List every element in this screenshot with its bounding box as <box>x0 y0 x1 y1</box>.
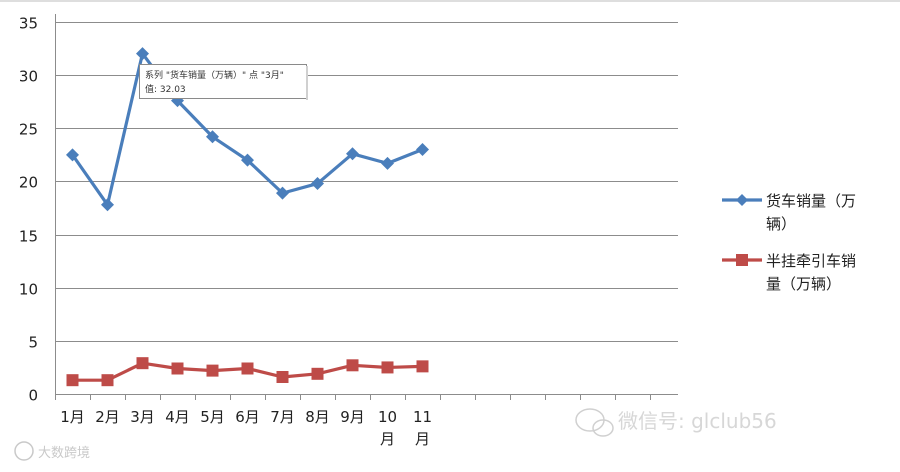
data-point <box>66 148 79 162</box>
x-tick-label: 7月 <box>270 408 295 426</box>
legend-label-line1: 货车销量（万 <box>766 192 856 210</box>
data-point <box>416 143 429 157</box>
y-tick-label: 25 <box>19 121 38 139</box>
data-point <box>346 359 359 372</box>
y-tick-label: 15 <box>19 228 38 246</box>
data-point <box>416 360 429 373</box>
legend-marker <box>736 194 748 206</box>
x-tick-labels: 1月 2月 3月 4月 5月 6月 7月 8月 9月 10 月 11 月 <box>60 408 432 448</box>
watermark-right: 微信号: glclub56 <box>618 409 777 433</box>
data-point <box>311 367 324 380</box>
series-truck-sales <box>66 47 429 212</box>
watermarks: 大数跨境 微信号: glclub56 <box>14 408 777 461</box>
x-tick-label: 2月 <box>95 408 120 426</box>
x-tick-label: 4月 <box>165 408 190 426</box>
x-tick-label: 8月 <box>305 408 330 426</box>
data-point <box>276 186 289 200</box>
legend-item: 货车销量（万辆） <box>722 192 856 233</box>
data-point <box>381 361 394 374</box>
y-tick-label: 20 <box>19 174 38 192</box>
data-point <box>206 364 219 377</box>
axes <box>55 14 678 400</box>
x-tick-label: 6月 <box>235 408 260 426</box>
data-point <box>171 362 184 375</box>
series-group <box>66 47 429 387</box>
data-point <box>66 374 79 387</box>
x-tick-label: 3月 <box>130 408 155 426</box>
legend-label-line2: 量（万辆） <box>766 275 841 293</box>
data-point <box>101 374 114 387</box>
data-point <box>311 177 324 191</box>
tooltip-shadow <box>306 66 308 100</box>
data-point <box>206 130 219 144</box>
data-point <box>136 357 149 370</box>
legend-marker <box>736 254 748 266</box>
tooltip-box <box>139 64 307 99</box>
data-point <box>101 198 114 212</box>
tooltip: 系列 "货车销量（万辆）" 点 "3月" 值: 32.03 <box>139 64 308 100</box>
watermark-left: 大数跨境 <box>38 446 90 461</box>
data-point <box>276 370 289 383</box>
x-tick-label: 9月 <box>340 408 365 426</box>
data-point <box>241 153 254 167</box>
y-tick-labels: 0 5 10 15 20 25 30 35 <box>19 15 38 405</box>
y-tick-label: 5 <box>28 334 38 352</box>
data-point <box>346 147 359 161</box>
y-tick-label: 10 <box>19 281 38 299</box>
wechat-icon-bubble <box>592 419 614 437</box>
legend-label-line1: 半挂牵引车销 <box>766 252 856 270</box>
data-point <box>136 47 149 61</box>
x-tick-label: 10 月 <box>378 408 397 448</box>
tooltip-value: 值: 32.03 <box>145 83 186 95</box>
y-tick-label: 0 <box>28 387 38 405</box>
x-tick-label: 1月 <box>60 408 85 426</box>
series-tractor-sales <box>66 357 429 387</box>
y-tick-label: 35 <box>19 15 38 33</box>
x-tick-label: 5月 <box>200 408 225 426</box>
x-tick-label: 11 月 <box>413 408 432 448</box>
legend-label-line2: 辆） <box>766 215 796 233</box>
y-tick-label: 30 <box>19 68 38 86</box>
data-point <box>381 156 394 170</box>
tooltip-title: 系列 "货车销量（万辆）" 点 "3月" <box>145 69 284 81</box>
watermark-logo-icon <box>14 441 34 461</box>
data-point <box>241 362 254 375</box>
